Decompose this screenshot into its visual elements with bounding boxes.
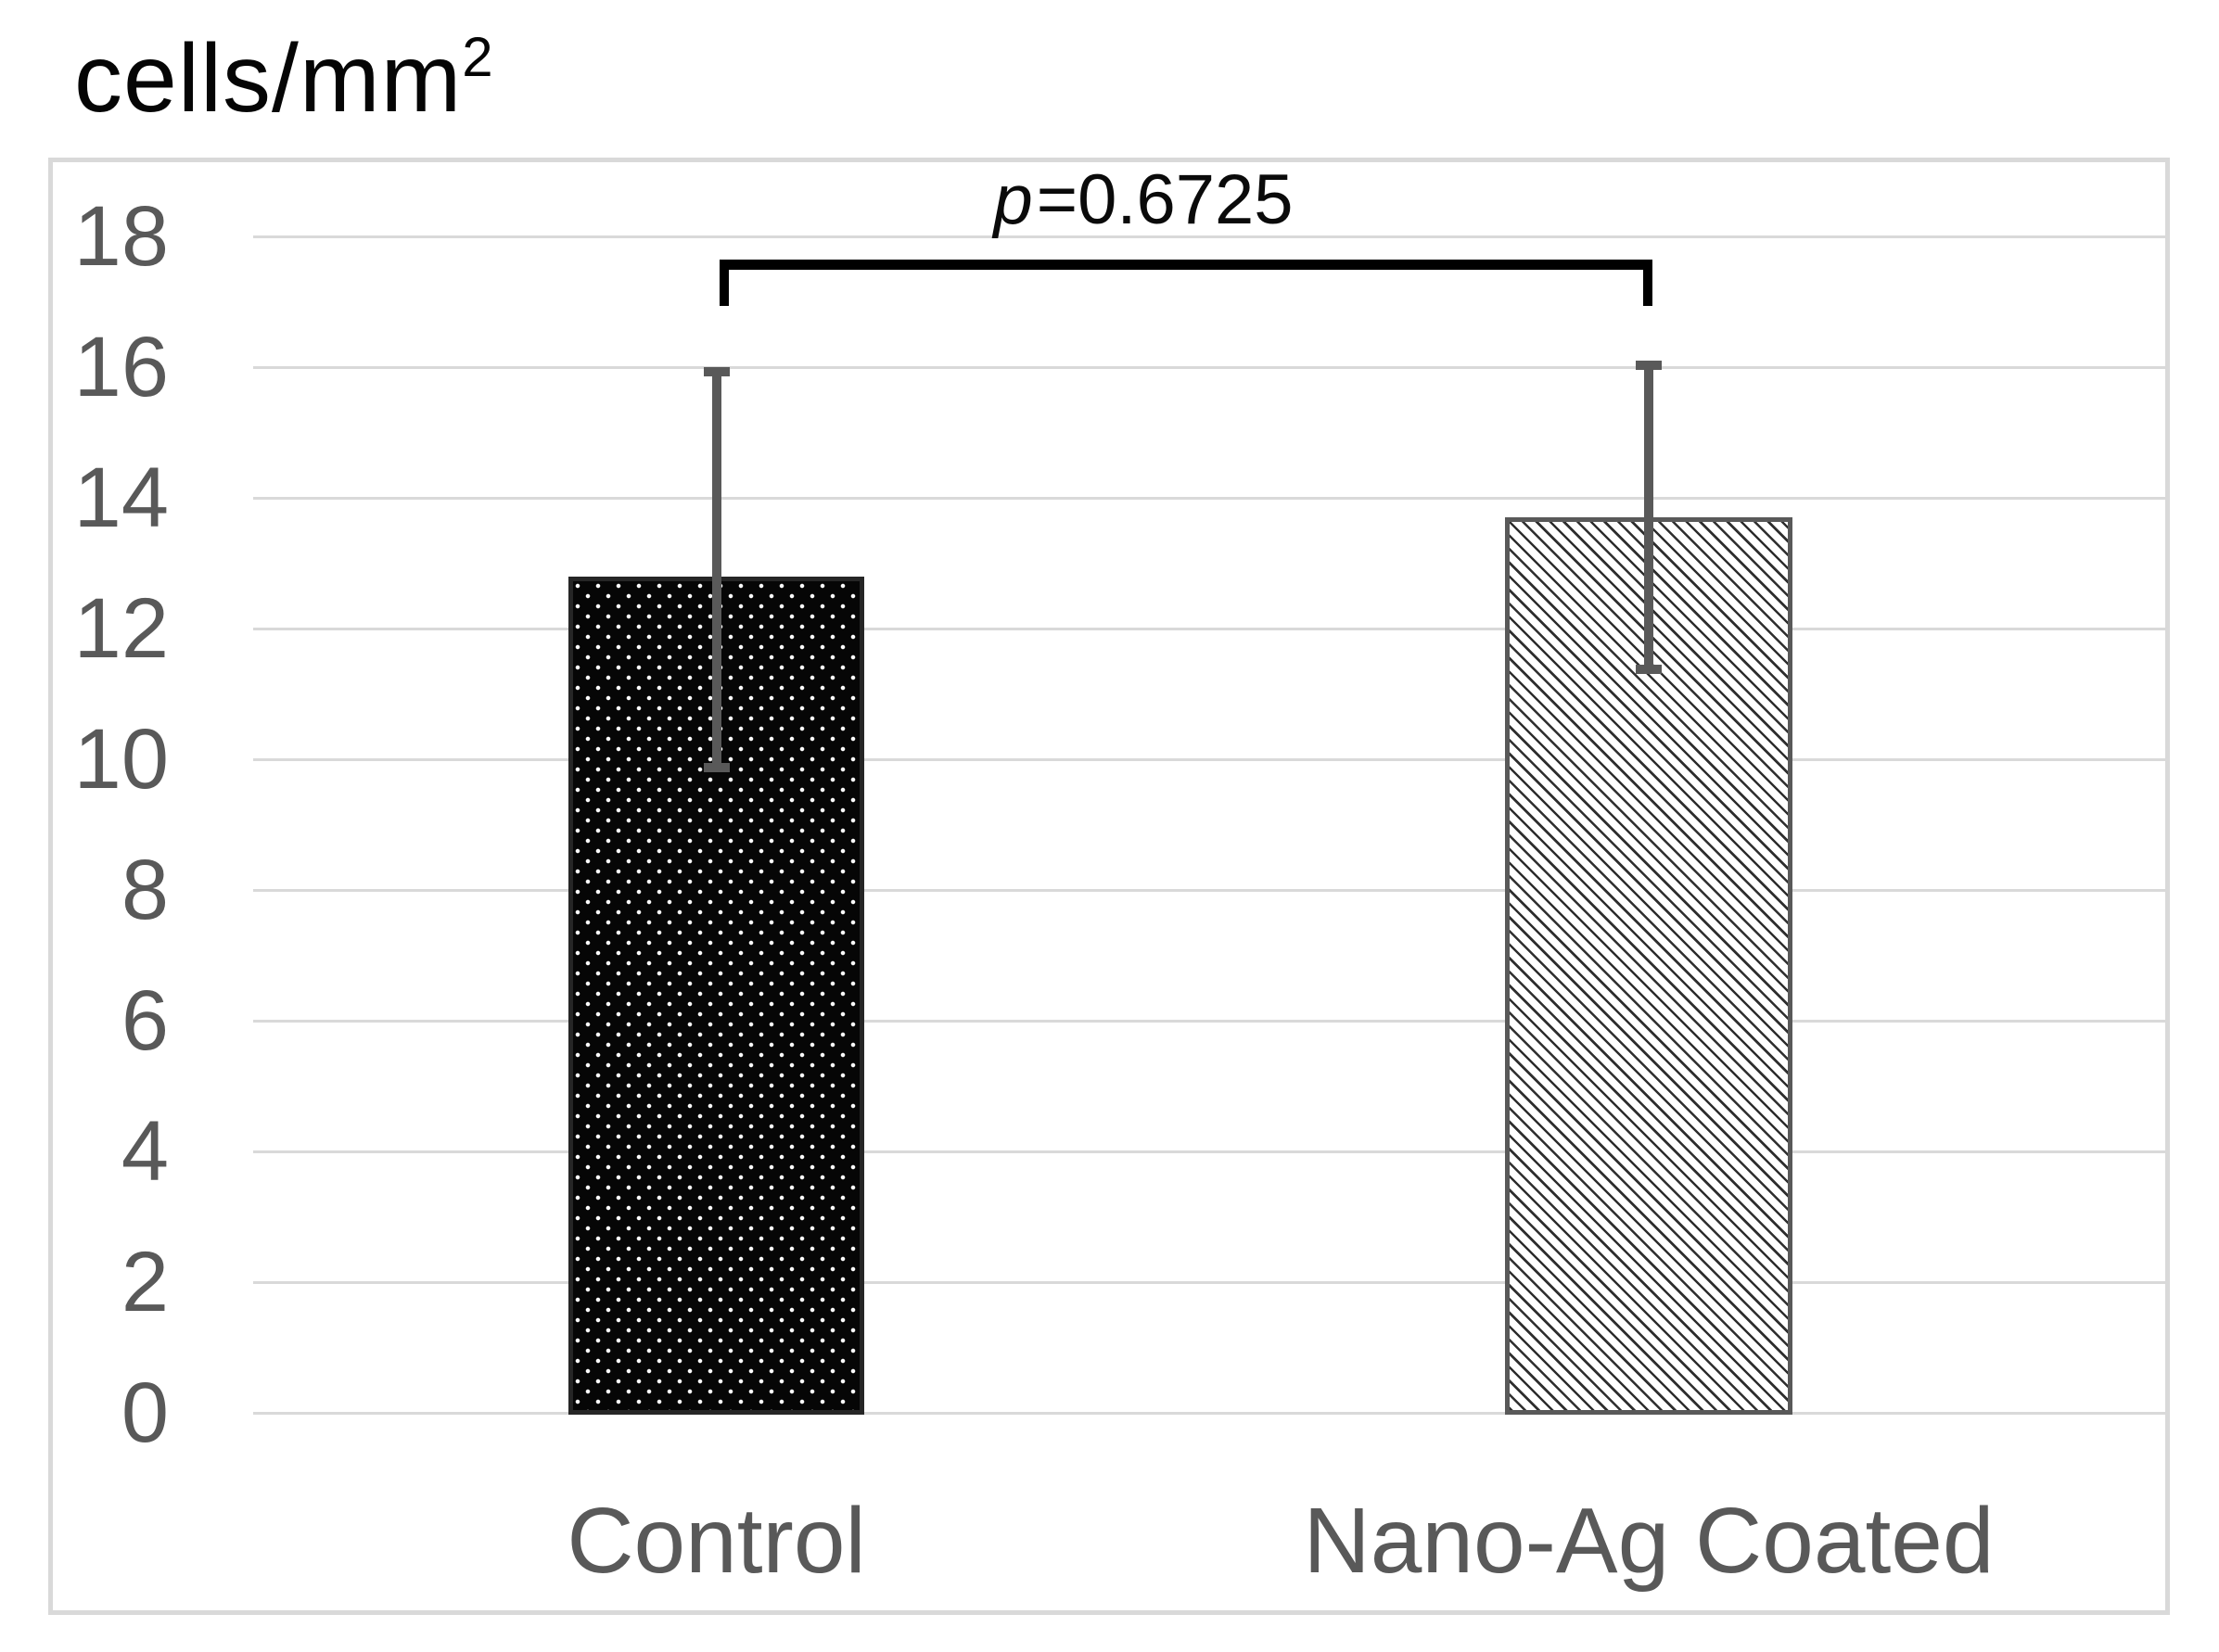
p-value-annotation: p=0.6725 (680, 163, 1607, 237)
gridline-y-10 (253, 758, 2170, 761)
y-tick-label-16: 16 (73, 320, 169, 414)
gridline-y-8 (253, 889, 2170, 892)
significance-bracket (720, 260, 1652, 306)
error-bar-top-cap-nano-ag (1636, 360, 1662, 370)
gridline-y-14 (253, 497, 2170, 500)
plot-area-border (48, 158, 2170, 1615)
y-tick-label-0: 0 (121, 1366, 169, 1460)
x-axis-label-nano-ag-coated: Nano-Ag Coated (1303, 1489, 1995, 1593)
error-bar-bottom-cap-control (703, 763, 730, 773)
error-bar-bottom-cap-nano-ag (1636, 665, 1662, 675)
error-bar-top-cap-control (703, 367, 730, 376)
y-tick-label-18: 18 (73, 189, 169, 284)
gridline-y-16 (253, 366, 2170, 369)
y-tick-label-8: 8 (121, 843, 169, 937)
gridline-y-18 (253, 235, 2170, 238)
p-value-text: =0.6725 (1036, 160, 1294, 239)
chart-title-text: cells/mm (74, 25, 463, 133)
gridline-y-2 (253, 1281, 2170, 1284)
y-tick-label-14: 14 (73, 451, 169, 545)
chart-title-superscript: 2 (462, 26, 494, 88)
p-symbol: p (993, 160, 1033, 239)
chart-title: cells/mm2 (74, 24, 494, 134)
y-tick-label-12: 12 (73, 581, 169, 676)
error-bar-line-control (711, 367, 721, 773)
gridline-y-0 (253, 1412, 2170, 1415)
x-axis-label-control: Control (567, 1489, 866, 1593)
y-tick-label-6: 6 (121, 973, 169, 1068)
y-tick-label-2: 2 (121, 1235, 169, 1329)
gridline-y-4 (253, 1150, 2170, 1153)
plot-area: 18 16 14 12 10 8 6 4 2 0 p=0.6725 Control Nano-Ag … (48, 158, 2170, 1615)
y-tick-label-4: 4 (121, 1104, 169, 1199)
error-bar-line-nano-ag (1644, 360, 1653, 675)
gridline-y-6 (253, 1020, 2170, 1023)
gridline-y-12 (253, 628, 2170, 630)
y-tick-label-10: 10 (73, 712, 169, 807)
